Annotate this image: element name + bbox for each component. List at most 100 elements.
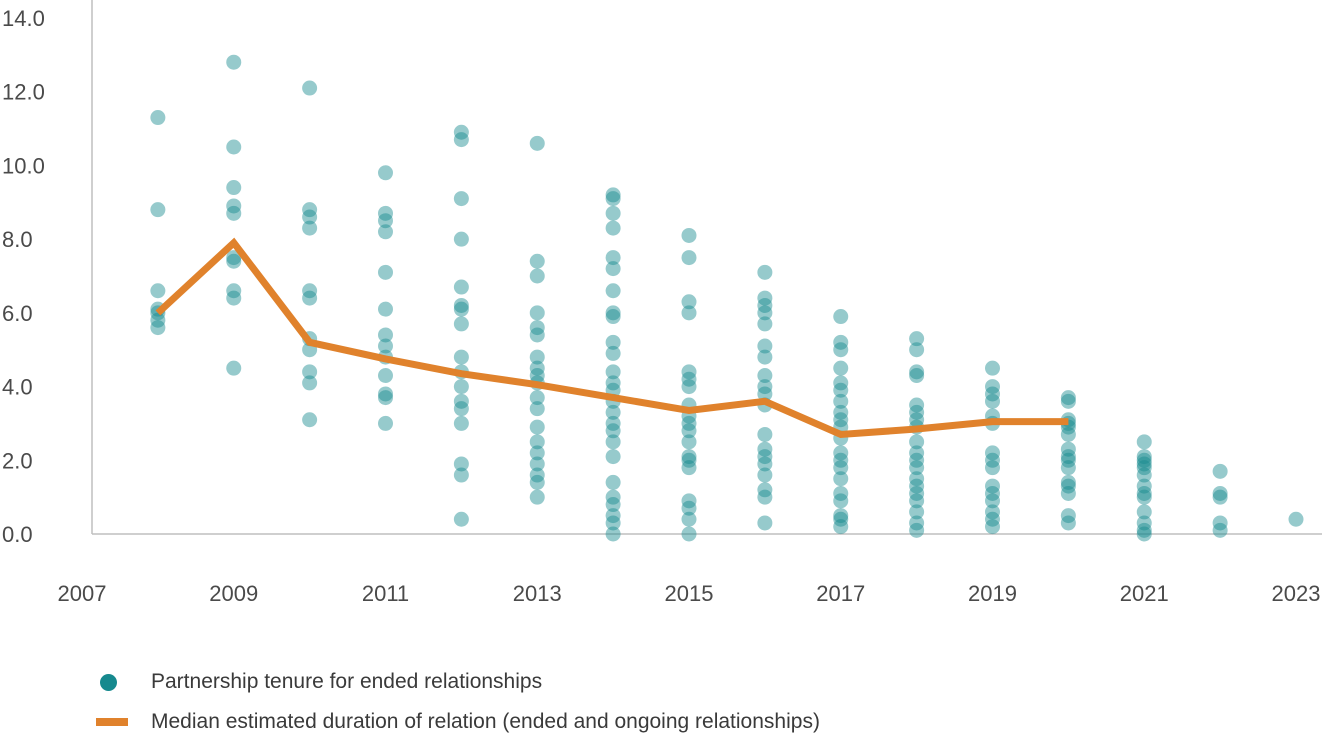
scatter-point [681,305,697,321]
scatter-point [681,227,697,243]
scatter-point [529,456,545,472]
scatter-point [605,334,621,350]
scatter-point [226,283,242,299]
scatter-point [757,482,773,498]
scatter-point [378,386,393,402]
scatter-point [226,139,242,155]
scatter-point [909,504,925,520]
scatter-point [529,320,545,336]
scatter-point [757,456,773,472]
scatter-point [909,478,925,494]
scatter-point [226,198,242,214]
scatter-point [453,379,469,395]
scatter-point [1136,452,1152,468]
scatter-point [605,434,621,450]
scatter-point [302,364,318,380]
scatter-point [1060,452,1076,468]
scatter-point [833,445,849,461]
scatter-point [605,375,621,391]
scatter-point [529,467,545,483]
scatter-point [1136,460,1152,476]
y-tick-label: 12.0 [2,80,45,105]
scatter-point [453,456,469,472]
scatter-point [1136,456,1152,472]
scatter-point [681,460,697,476]
scatter-point [833,519,849,535]
scatter-point [302,412,318,428]
scatter-point [909,460,925,476]
scatter-point [1060,485,1076,501]
scatter-point [909,493,925,509]
scatter-point [226,290,242,306]
scatter-point [529,327,545,343]
x-tick-label: 2007 [58,581,107,606]
scatter-point [226,360,242,376]
y-tick-label: 14.0 [2,6,45,31]
scatter-point [453,393,469,409]
scatter-point [1136,485,1152,501]
x-tick-label: 2013 [513,581,562,606]
scatter-point [302,283,318,299]
scatter-point [681,415,697,431]
chart-area: 0.0 2.0 4.0 6.0 8.0 10.0 12.0 14.0 2007 2009 2011… [2,0,1322,606]
scatter-point [378,205,393,221]
scatter-point [378,224,393,240]
scatter-point [529,253,545,269]
scatter-point [985,460,1000,476]
scatter-point [681,449,697,465]
scatter-point [909,364,925,380]
scatter-point [757,290,773,306]
scatter-point [757,467,773,483]
x-tick-label: 2017 [816,581,865,606]
scatter-point [757,489,773,505]
scatter-point [529,135,545,151]
scatter-point [681,364,697,380]
scatter-point [453,297,469,313]
scatter-point [378,390,393,406]
scatter-point [378,165,393,181]
scatter-point [909,471,925,487]
scatter-point [605,415,621,431]
scatter-point [605,364,621,380]
scatter-point [302,220,318,236]
scatter-point [833,342,849,358]
scatter-point [605,191,621,207]
scatter-point [681,500,697,516]
scatter-point [681,452,697,468]
scatter-point [909,445,925,461]
x-tick-label: 2019 [968,581,1017,606]
scatter-point [833,511,849,527]
scatter-point [833,460,849,476]
scatter-point [378,415,393,431]
scatter-point [605,474,621,490]
scatter-point [1136,504,1152,520]
scatter-point [757,379,773,395]
scatter-point [529,305,545,321]
scatter-point [757,515,773,531]
scatter-point [985,393,1000,409]
scatter-point [681,526,697,542]
scatter-point [909,404,925,420]
scatter-point [681,379,697,395]
scatter-point [757,305,773,321]
scatter-point [605,309,621,325]
scatter-point [985,360,1000,376]
x-tick-label: 2009 [209,581,258,606]
scatter-point [1212,515,1228,531]
scatter-point [985,504,1000,520]
y-axis-ticks: 0.0 2.0 4.0 6.0 8.0 10.0 12.0 14.0 [2,6,45,547]
scatter-point [150,320,166,336]
scatter-point [985,485,1000,501]
scatter-point [833,452,849,468]
scatter-point [681,434,697,450]
scatter-point [605,261,621,277]
scatter-point [605,250,621,266]
scatter-point [302,202,318,218]
legend-line-label: Median estimated duration of relation (e… [151,710,820,733]
scatter-point [1060,515,1076,531]
scatter-point [985,511,1000,527]
median-line [155,237,1069,439]
scatter-point [757,386,773,402]
scatter-point [757,264,773,280]
scatter-point [605,508,621,524]
